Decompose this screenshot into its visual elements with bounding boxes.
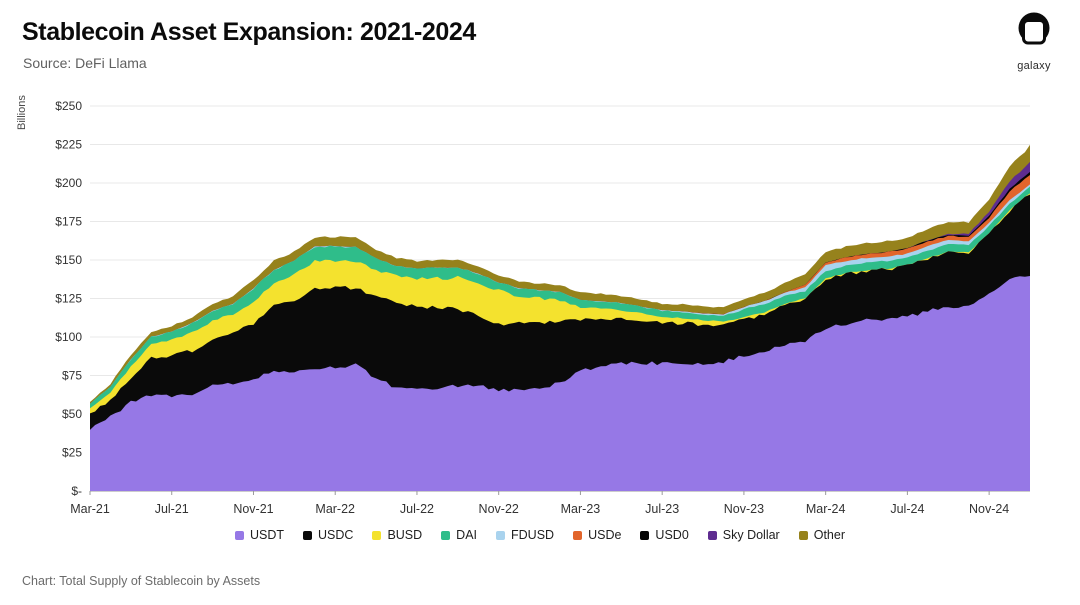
legend-label: USDe	[588, 528, 622, 542]
svg-text:$50: $50	[62, 407, 82, 421]
svg-text:$150: $150	[55, 253, 82, 267]
legend-item-busd: BUSD	[372, 528, 422, 542]
svg-text:$-: $-	[71, 484, 82, 498]
legend: USDT USDC BUSD DAI FDUSD USDe USD0 Sky Dollar Ot…	[0, 528, 1080, 542]
legend-item-usd0: USD0	[640, 528, 689, 542]
legend-item-usde: USDe	[573, 528, 621, 542]
legend-item-usdt: USDT	[234, 528, 285, 542]
legend-swatch-icon	[573, 530, 583, 540]
legend-label: DAI	[456, 528, 478, 542]
legend-swatch-icon	[372, 530, 382, 540]
legend-label: BUSD	[387, 528, 423, 542]
svg-text:Jul-22: Jul-22	[400, 502, 434, 516]
page-title: Stablecoin Asset Expansion: 2021-2024	[22, 18, 476, 46]
svg-text:Jul-21: Jul-21	[155, 502, 189, 516]
svg-text:Mar-22: Mar-22	[315, 502, 355, 516]
stacked-area-chart: $- $25 $50 $75 $100 $125 $150 $175 $200 $225 $250 M…	[55, 99, 1030, 516]
legend-swatch-icon	[303, 530, 313, 540]
chart-area: $- $25 $50 $75 $100 $125 $150 $175 $200 $225 $250 M…	[0, 90, 1080, 530]
legend-item-dai: DAI	[441, 528, 477, 542]
legend-swatch-icon	[441, 530, 451, 540]
legend-label: FDUSD	[511, 528, 555, 542]
legend-item-usdc: USDC	[303, 528, 353, 542]
galaxy-logo-icon	[1018, 12, 1050, 45]
legend-item-sky-dollar: Sky Dollar	[707, 528, 780, 542]
legend-label: Other	[813, 528, 845, 542]
svg-text:$225: $225	[55, 138, 82, 152]
legend-label: USDT	[249, 528, 285, 542]
svg-text:Nov-23: Nov-23	[724, 502, 764, 516]
legend-item-other: Other	[798, 528, 845, 542]
svg-text:Nov-21: Nov-21	[233, 502, 273, 516]
galaxy-logo-text: galaxy	[1017, 60, 1051, 72]
chart-source: Source: DeFi Llama	[23, 55, 147, 71]
legend-label: Sky Dollar	[722, 528, 780, 542]
legend-label: USD0	[655, 528, 689, 542]
legend-swatch-icon	[234, 530, 244, 540]
svg-text:Mar-24: Mar-24	[806, 502, 846, 516]
svg-text:$250: $250	[55, 99, 82, 113]
svg-text:Jul-24: Jul-24	[890, 502, 924, 516]
svg-text:Mar-21: Mar-21	[70, 502, 110, 516]
svg-text:Nov-22: Nov-22	[479, 502, 519, 516]
svg-text:$75: $75	[62, 369, 82, 383]
svg-text:$200: $200	[55, 176, 82, 190]
galaxy-logo: galaxy	[1006, 10, 1062, 72]
svg-text:$25: $25	[62, 446, 82, 460]
chart-caption: Chart: Total Supply of Stablecoin by Ass…	[22, 574, 261, 588]
legend-swatch-icon	[640, 530, 650, 540]
svg-text:$100: $100	[55, 330, 82, 344]
svg-text:Jul-23: Jul-23	[645, 502, 679, 516]
legend-item-fdusd: FDUSD	[496, 528, 554, 542]
svg-text:$175: $175	[55, 215, 82, 229]
svg-text:Mar-23: Mar-23	[561, 502, 601, 516]
legend-label: USDC	[318, 528, 354, 542]
legend-swatch-icon	[496, 530, 506, 540]
legend-swatch-icon	[707, 530, 717, 540]
legend-swatch-icon	[798, 530, 808, 540]
svg-text:$125: $125	[55, 292, 82, 306]
svg-text:Nov-24: Nov-24	[969, 502, 1009, 516]
